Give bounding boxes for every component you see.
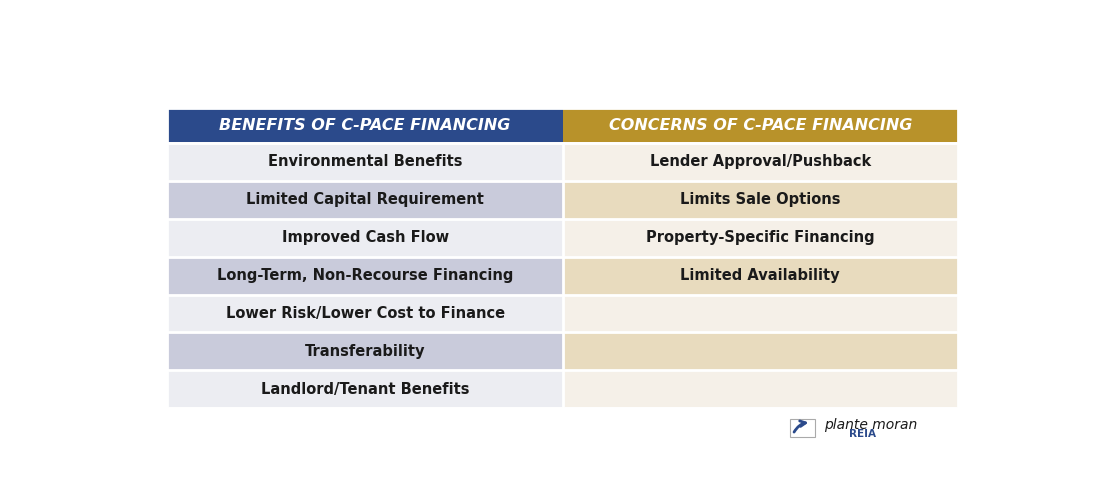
Bar — [167, 108, 563, 142]
Bar — [563, 256, 958, 294]
Text: Long-Term, Non-Recourse Financing: Long-Term, Non-Recourse Financing — [217, 268, 514, 283]
Bar — [790, 419, 815, 438]
Bar — [167, 218, 563, 256]
Bar — [563, 180, 958, 218]
Bar — [563, 332, 958, 370]
Text: Property-Specific Financing: Property-Specific Financing — [646, 230, 874, 245]
Text: Environmental Benefits: Environmental Benefits — [268, 154, 462, 169]
Bar — [167, 332, 563, 370]
Bar — [167, 256, 563, 294]
Bar — [563, 142, 958, 180]
Bar — [563, 108, 958, 142]
Text: Limits Sale Options: Limits Sale Options — [680, 192, 840, 207]
Bar — [167, 180, 563, 218]
Text: BENEFITS OF C-PACE FINANCING: BENEFITS OF C-PACE FINANCING — [219, 118, 510, 133]
Text: Limited Availability: Limited Availability — [681, 268, 840, 283]
Bar — [167, 142, 563, 180]
Text: Transferability: Transferability — [305, 344, 426, 359]
Text: Improved Cash Flow: Improved Cash Flow — [282, 230, 449, 245]
Text: Lower Risk/Lower Cost to Finance: Lower Risk/Lower Cost to Finance — [226, 306, 505, 321]
Bar — [167, 294, 563, 333]
Text: CONCERNS OF C-PACE FINANCING: CONCERNS OF C-PACE FINANCING — [608, 118, 912, 133]
Text: Lender Approval/Pushback: Lender Approval/Pushback — [650, 154, 871, 169]
Text: Landlord/Tenant Benefits: Landlord/Tenant Benefits — [261, 382, 470, 397]
Text: plante moran: plante moran — [824, 418, 917, 432]
Bar — [563, 370, 958, 408]
Text: REIA: REIA — [848, 429, 876, 439]
Text: Limited Capital Requirement: Limited Capital Requirement — [246, 192, 484, 207]
Bar — [563, 218, 958, 256]
Bar — [167, 370, 563, 408]
Bar — [563, 294, 958, 333]
